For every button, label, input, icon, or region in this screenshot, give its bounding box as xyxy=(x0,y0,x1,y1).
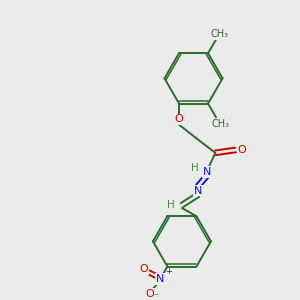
Text: +: + xyxy=(165,267,172,276)
Text: O: O xyxy=(238,145,246,155)
Text: CH₃: CH₃ xyxy=(210,29,228,39)
Text: N: N xyxy=(202,167,211,177)
Text: O: O xyxy=(175,115,183,124)
Text: ⁻: ⁻ xyxy=(154,292,159,300)
Text: CH₃: CH₃ xyxy=(211,119,229,129)
Text: O: O xyxy=(140,264,148,274)
Text: H: H xyxy=(167,200,175,209)
Text: N: N xyxy=(156,274,164,284)
Text: N: N xyxy=(194,186,202,196)
Text: O: O xyxy=(146,289,154,298)
Text: H: H xyxy=(190,163,198,173)
